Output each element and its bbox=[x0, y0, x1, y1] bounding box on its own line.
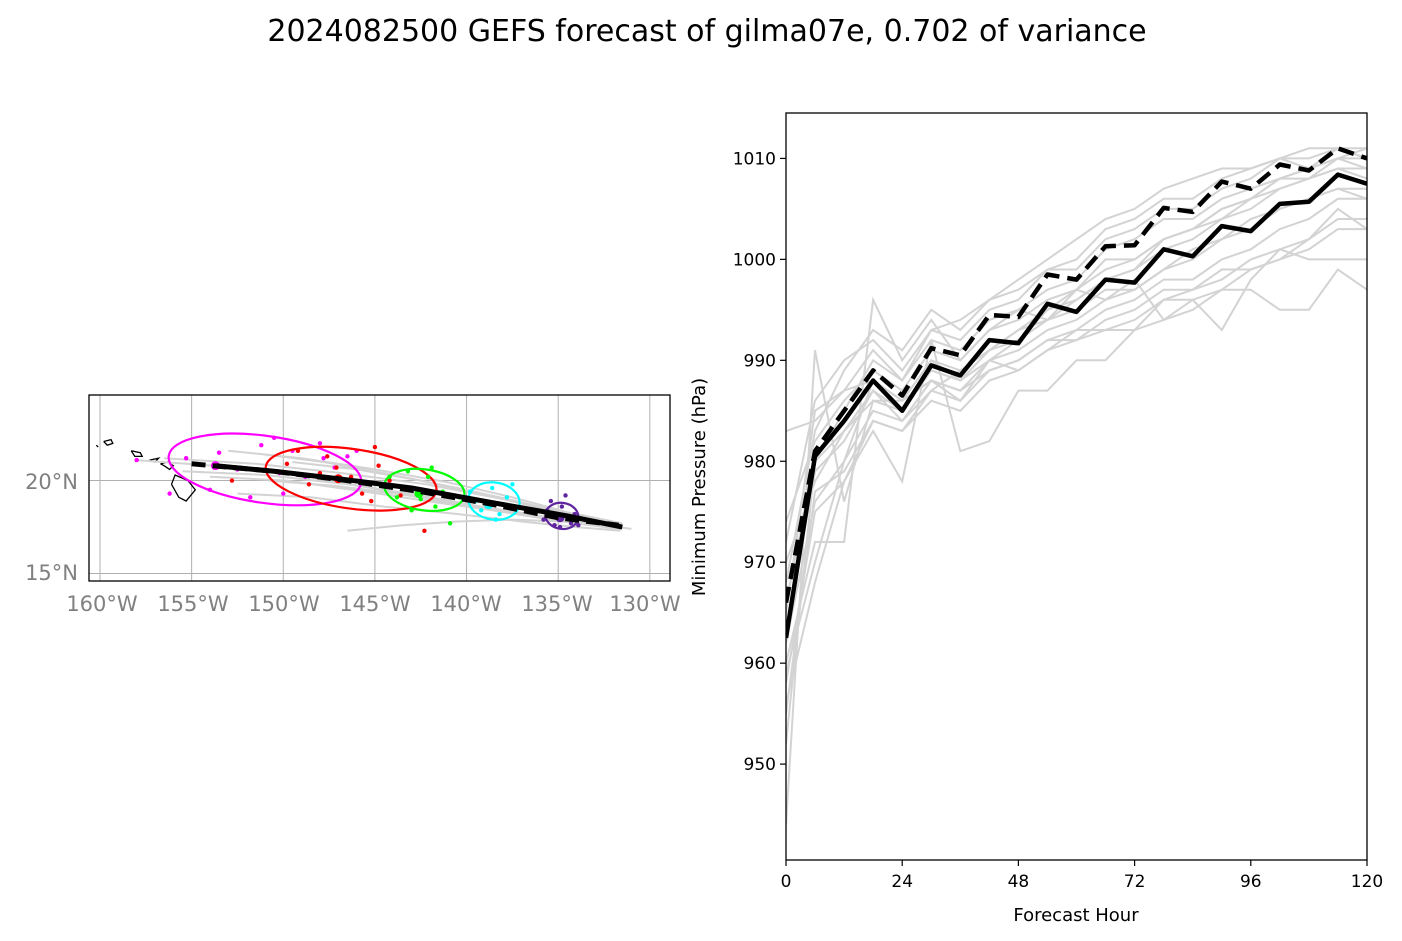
member-position-dot bbox=[248, 495, 253, 500]
map-longitude-labels: 160°W 155°W 150°W 145°W 140°W 135°W 130°… bbox=[66, 592, 681, 616]
member-position-dot bbox=[541, 517, 546, 522]
member-position-dot bbox=[510, 482, 515, 487]
lon-tick-label: 145°W bbox=[339, 592, 411, 616]
member-position-dot bbox=[548, 498, 554, 504]
lon-tick-label: 150°W bbox=[248, 592, 320, 616]
island-coastline bbox=[95, 444, 99, 448]
member-position-dot bbox=[422, 528, 427, 533]
member-position-dot bbox=[497, 511, 502, 517]
map-frame bbox=[88, 394, 671, 582]
lat-tick-label: 20°N bbox=[25, 470, 78, 494]
y-tick-label: 990 bbox=[744, 351, 776, 371]
member-position-dot bbox=[418, 496, 423, 502]
x-axis-ticks: 0 24 48 72 96 120 bbox=[781, 860, 1383, 892]
ensemble-track bbox=[228, 449, 623, 525]
y-tick-label: 1010 bbox=[733, 149, 776, 169]
track-map-panel: 160°W 155°W 150°W 145°W 140°W 135°W 130°… bbox=[25, 394, 681, 616]
island-coastline bbox=[103, 438, 114, 446]
x-tick-label: 96 bbox=[1240, 872, 1262, 892]
ensemble-pressure-line bbox=[786, 167, 1367, 563]
x-tick-label: 24 bbox=[891, 872, 913, 892]
member-position-dot bbox=[376, 463, 381, 468]
member-position-dot bbox=[334, 465, 339, 470]
ensemble-pressure-line bbox=[786, 187, 1367, 644]
ensemble-pressure-line bbox=[786, 228, 1367, 674]
ensemble-track bbox=[237, 492, 621, 532]
member-position-dot bbox=[490, 485, 495, 491]
control-track-line bbox=[191, 461, 620, 528]
member-position-dot bbox=[479, 508, 484, 513]
x-tick-label: 0 bbox=[781, 872, 792, 892]
ensemble-pressure-line bbox=[786, 147, 1367, 613]
lon-tick-label: 155°W bbox=[157, 592, 229, 616]
member-position-dot bbox=[317, 441, 323, 446]
member-position-dot bbox=[259, 443, 264, 448]
ensemble-pressure-line bbox=[786, 268, 1367, 714]
y-tick-label: 970 bbox=[744, 553, 776, 573]
member-position-dot bbox=[229, 478, 235, 483]
ensemble-pressure-line bbox=[786, 157, 1367, 745]
member-position-dot bbox=[387, 478, 392, 483]
member-position-dot bbox=[321, 456, 326, 461]
y-tick-label: 960 bbox=[744, 654, 776, 674]
x-tick-label: 120 bbox=[1351, 872, 1383, 892]
ensemble-pressure-line bbox=[786, 197, 1367, 684]
member-position-dot bbox=[284, 461, 290, 467]
pressure-panel: 0 24 48 72 96 120 950 960 970 980 990 1000 1010 For… bbox=[689, 112, 1383, 926]
member-position-dot bbox=[134, 457, 139, 463]
member-position-dot bbox=[325, 454, 330, 459]
member-position-dot bbox=[372, 444, 378, 450]
member-position-dot bbox=[369, 498, 374, 504]
lon-tick-label: 135°W bbox=[521, 592, 593, 616]
pressure-series-lines bbox=[786, 146, 1367, 639]
y-tick-label: 980 bbox=[744, 452, 776, 472]
member-position-dot bbox=[394, 495, 400, 500]
ensemble-pressure-line bbox=[786, 207, 1367, 704]
member-position-dot bbox=[183, 456, 189, 461]
member-position-dot bbox=[504, 495, 510, 500]
x-tick-label: 72 bbox=[1124, 872, 1146, 892]
member-position-dot bbox=[216, 450, 222, 455]
lon-tick-label: 160°W bbox=[66, 592, 138, 616]
lon-tick-label: 140°W bbox=[430, 592, 502, 616]
pressure-ensemble-lines bbox=[786, 147, 1367, 825]
ensemble-pressure-line bbox=[786, 147, 1367, 583]
member-position-dot bbox=[433, 504, 438, 509]
mean-pressure-line bbox=[786, 172, 1367, 639]
y-tick-label: 1000 bbox=[733, 250, 776, 270]
x-tick-label: 48 bbox=[1008, 872, 1030, 892]
member-position-dot bbox=[398, 493, 403, 498]
map-latitude-labels: 20°N 15°N bbox=[25, 470, 78, 585]
map-background bbox=[89, 395, 670, 581]
member-position-dot bbox=[429, 465, 434, 470]
y-axis-label: Minimum Pressure (hPa) bbox=[689, 378, 710, 596]
member-position-dot bbox=[167, 491, 172, 496]
figure-title: 2024082500 GEFS forecast of gilma07e, 0.… bbox=[267, 14, 1146, 49]
ensemble-pressure-line bbox=[786, 167, 1367, 523]
x-axis-label: Forecast Hour bbox=[1013, 905, 1139, 926]
island-coastline bbox=[170, 474, 197, 502]
member-position-dot bbox=[447, 521, 453, 526]
y-axis-ticks: 950 960 970 980 990 1000 1010 bbox=[733, 149, 786, 775]
ensemble-pressure-line bbox=[786, 147, 1367, 543]
member-position-dot bbox=[568, 521, 574, 526]
map-mean-tracks bbox=[191, 461, 623, 530]
lon-tick-label: 130°W bbox=[609, 592, 681, 616]
member-position-dot bbox=[563, 493, 568, 498]
member-position-dot bbox=[306, 482, 312, 487]
control-pressure-line bbox=[786, 146, 1367, 604]
island-coastline bbox=[130, 450, 144, 458]
map-gridlines bbox=[89, 395, 670, 581]
member-position-dot bbox=[281, 491, 286, 496]
lat-tick-label: 15°N bbox=[25, 561, 78, 585]
member-position-dot bbox=[576, 523, 581, 528]
member-position-dot bbox=[559, 504, 565, 509]
member-position-dot bbox=[425, 474, 431, 480]
member-position-dot bbox=[359, 491, 365, 496]
y-tick-label: 950 bbox=[744, 755, 776, 775]
plot-frame bbox=[785, 112, 1368, 861]
member-position-dot bbox=[345, 454, 350, 459]
